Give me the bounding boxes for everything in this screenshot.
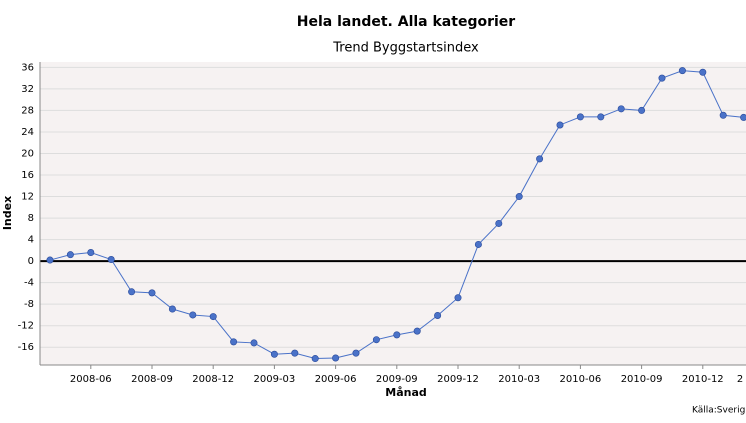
data-point bbox=[291, 349, 299, 357]
y-tick-label: 28 bbox=[21, 105, 34, 116]
y-tick-label: -8 bbox=[24, 299, 34, 310]
x-tick-label: 2009-03 bbox=[254, 374, 296, 385]
data-point bbox=[454, 294, 462, 302]
data-point bbox=[495, 219, 503, 227]
y-axis-label: Index bbox=[1, 196, 14, 230]
data-point bbox=[311, 355, 319, 363]
y-tick-label: 20 bbox=[21, 148, 34, 159]
data-point bbox=[719, 111, 727, 119]
data-point bbox=[658, 74, 666, 82]
plot-area bbox=[40, 62, 746, 365]
chart-subtitle: Trend Byggstartsindex bbox=[332, 41, 479, 56]
y-tick-label: 8 bbox=[28, 213, 34, 224]
y-tick-label: 16 bbox=[21, 170, 34, 181]
data-point bbox=[576, 113, 584, 121]
y-tick-label: 32 bbox=[21, 84, 34, 95]
data-point bbox=[148, 289, 156, 297]
data-point bbox=[597, 113, 605, 121]
y-tick-label: 12 bbox=[21, 192, 34, 203]
data-point bbox=[638, 106, 646, 114]
data-point bbox=[372, 336, 380, 344]
x-tick-label: 2009-09 bbox=[376, 374, 418, 385]
x-tick-label: 2 bbox=[737, 374, 743, 385]
chart-title: Hela landet. Alla kategorier bbox=[297, 14, 515, 30]
data-point bbox=[66, 251, 74, 259]
x-tick-label: 2010-09 bbox=[621, 374, 663, 385]
x-axis-label: Månad bbox=[385, 386, 427, 399]
data-point bbox=[699, 68, 707, 76]
data-point bbox=[556, 121, 564, 129]
x-tick-label: 2009-12 bbox=[437, 374, 479, 385]
data-point bbox=[536, 155, 544, 163]
data-point bbox=[209, 313, 217, 321]
data-point bbox=[740, 113, 746, 121]
data-point bbox=[270, 350, 278, 358]
x-tick-label: 2008-09 bbox=[131, 374, 173, 385]
y-tick-label: -4 bbox=[24, 278, 34, 289]
x-tick-label: 2008-06 bbox=[70, 374, 112, 385]
data-point bbox=[617, 105, 625, 113]
y-tick-label: -16 bbox=[18, 342, 34, 353]
data-point bbox=[678, 67, 686, 75]
data-point bbox=[515, 193, 523, 201]
data-point bbox=[352, 349, 360, 357]
y-tick-label: -12 bbox=[18, 321, 34, 332]
data-point bbox=[87, 249, 95, 257]
data-point bbox=[434, 311, 442, 319]
y-tick-label: 0 bbox=[28, 256, 34, 267]
data-point bbox=[393, 331, 401, 339]
x-tick-label: 2010-06 bbox=[560, 374, 602, 385]
data-point bbox=[189, 311, 197, 319]
x-tick-label: 2009-06 bbox=[315, 374, 357, 385]
x-tick-label: 2010-03 bbox=[498, 374, 540, 385]
data-point bbox=[107, 256, 115, 264]
y-tick-label: 36 bbox=[21, 62, 34, 73]
data-point bbox=[250, 339, 258, 347]
source: Källa:Sverig bbox=[692, 406, 745, 416]
data-point bbox=[332, 354, 340, 362]
x-tick-label: 2008-12 bbox=[192, 374, 234, 385]
y-tick-label: 24 bbox=[21, 127, 34, 138]
data-point bbox=[46, 256, 54, 264]
data-point bbox=[230, 338, 238, 346]
data-point bbox=[168, 305, 176, 313]
data-point bbox=[128, 288, 136, 296]
x-tick-label: 2010-12 bbox=[682, 374, 724, 385]
data-point bbox=[474, 240, 482, 248]
y-tick-label: 4 bbox=[28, 235, 34, 246]
data-point bbox=[413, 327, 421, 335]
